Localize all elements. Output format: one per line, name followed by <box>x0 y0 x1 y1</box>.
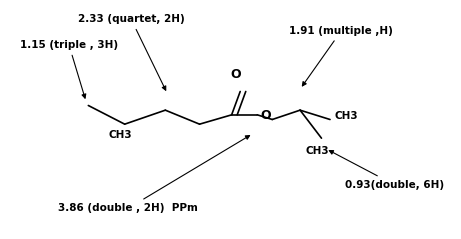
Text: CH3: CH3 <box>305 146 329 156</box>
Text: O: O <box>230 68 241 81</box>
Text: 1.91 (multiple ,H): 1.91 (multiple ,H) <box>290 26 393 86</box>
Text: 3.86 (double , 2H)  PPm: 3.86 (double , 2H) PPm <box>59 136 249 213</box>
Text: O: O <box>260 109 271 123</box>
Text: CH3: CH3 <box>334 111 358 121</box>
Text: 0.93(double, 6H): 0.93(double, 6H) <box>329 151 444 190</box>
Text: 2.33 (quartet, 2H): 2.33 (quartet, 2H) <box>78 14 184 90</box>
Text: 1.15 (triple , 3H): 1.15 (triple , 3H) <box>20 40 118 98</box>
Text: CH3: CH3 <box>109 130 132 140</box>
